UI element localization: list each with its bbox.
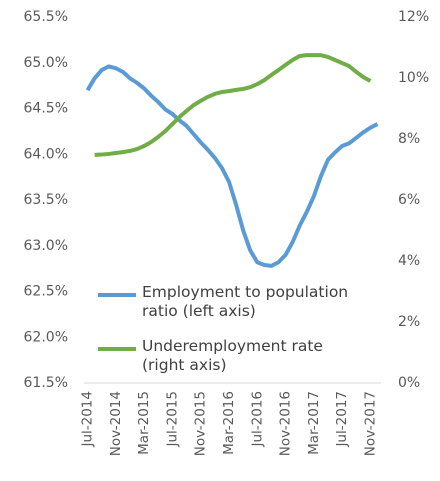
legend-label: Employment to population ratio (left axi… xyxy=(142,283,349,320)
x-tick-label: Nov-2017 xyxy=(362,391,378,456)
legend-item: Underemployment rate (right axis) xyxy=(98,337,388,375)
y2-tick-label: 12% xyxy=(398,9,429,25)
x-tick-label: Nov-2014 xyxy=(108,391,124,456)
x-tick-label: Nov-2015 xyxy=(193,391,209,456)
series-line xyxy=(94,53,372,157)
y-tick-label: 64.0% xyxy=(24,146,68,162)
x-tick-label: Mar-2017 xyxy=(306,391,322,455)
y-tick-label: 61.5% xyxy=(24,375,68,391)
y-tick-label: 63.0% xyxy=(24,238,68,254)
x-tick-label: Jul-2017 xyxy=(334,391,350,448)
y2-tick-label: 4% xyxy=(398,253,420,269)
y-tick-label: 65.5% xyxy=(24,9,68,25)
y-tick-label: 64.5% xyxy=(24,101,68,117)
y-tick-label: 63.5% xyxy=(24,192,68,208)
y2-tick-label: 6% xyxy=(398,192,420,208)
y2-tick-label: 2% xyxy=(398,314,420,330)
legend-swatch xyxy=(98,347,136,351)
x-tick-label: Jul-2014 xyxy=(80,391,96,448)
y2-tick-label: 10% xyxy=(398,70,429,86)
x-tick-label: Jul-2016 xyxy=(249,391,265,448)
x-tick-label: Nov-2016 xyxy=(278,391,294,456)
series-line xyxy=(85,64,379,268)
x-tick-label: Jul-2015 xyxy=(164,391,180,448)
x-tick-label: Mar-2016 xyxy=(221,391,237,455)
legend-label: Underemployment rate (right axis) xyxy=(142,337,323,374)
y2-tick-label: 0% xyxy=(398,375,420,391)
y-tick-label: 62.5% xyxy=(24,284,68,300)
legend-swatch xyxy=(98,293,136,297)
y-tick-label: 62.0% xyxy=(24,329,68,345)
y2-tick-label: 8% xyxy=(398,131,420,147)
x-tick-label: Mar-2015 xyxy=(136,391,152,455)
y-tick-label: 65.0% xyxy=(24,55,68,71)
legend-item: Employment to population ratio (left axi… xyxy=(98,283,388,321)
